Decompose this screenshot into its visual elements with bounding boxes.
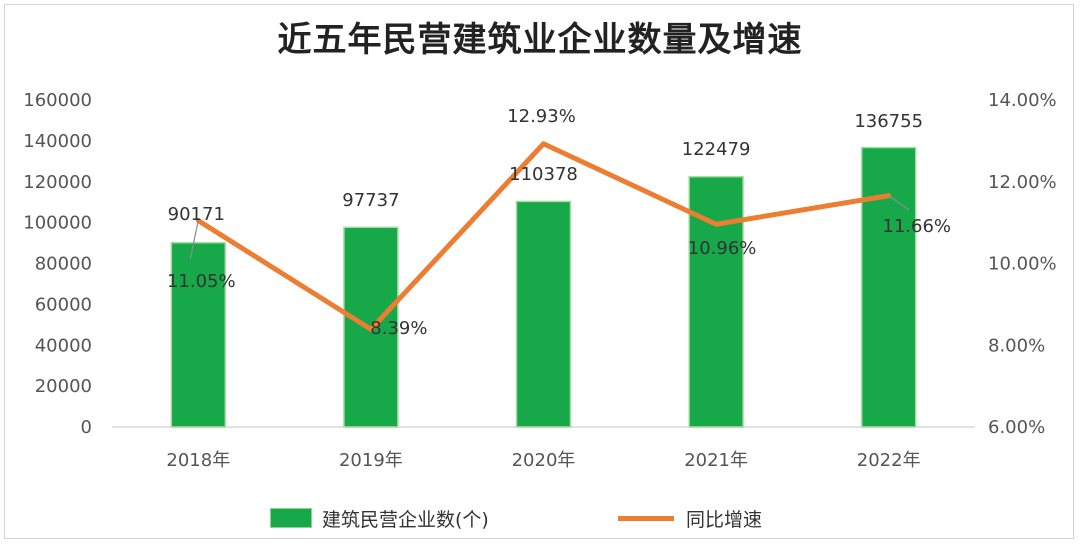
bar [343, 226, 399, 428]
y-left-tick-label: 100000 [23, 213, 92, 234]
y-right-tick-label: 8.00% [988, 335, 1045, 356]
legend-line-swatch [618, 515, 674, 521]
legend-bar-label: 建筑民营企业数(个) [322, 508, 489, 531]
bar-value-label: 90171 [168, 204, 225, 225]
line-value-label: 11.05% [167, 271, 236, 292]
legend-line-label: 同比增速 [686, 508, 763, 531]
y-right-tick-label: 10.00% [988, 254, 1057, 275]
y-left-tick-label: 120000 [23, 172, 92, 193]
y-left-tick-label: 60000 [35, 294, 92, 315]
bar-value-label: 110378 [509, 164, 578, 185]
bar [860, 146, 917, 428]
y-left-tick-label: 40000 [35, 335, 92, 356]
x-tick-label: 2019年 [339, 450, 403, 471]
y-right-tick-label: 12.00% [988, 172, 1057, 193]
y-right-tick-label: 14.00% [988, 90, 1057, 111]
bar-value-label: 136755 [854, 111, 923, 132]
legend-bar-swatch [270, 508, 312, 528]
x-tick-label: 2022年 [857, 450, 921, 471]
chart-legend: 建筑民营企业数(个) 同比增速 [0, 502, 1080, 534]
legend-item-bar: 建筑民营企业数(个) [270, 502, 489, 534]
y-left-tick-label: 160000 [23, 90, 92, 111]
y-left-tick-label: 0 [81, 417, 92, 438]
legend-item-line: 同比增速 [618, 502, 762, 534]
y-left-tick-label: 140000 [23, 131, 92, 152]
growth-line [195, 141, 892, 332]
bar [515, 200, 572, 428]
line-value-label: 12.93% [507, 106, 576, 127]
line-value-label: 8.39% [370, 318, 427, 339]
bar [170, 241, 227, 428]
y-left-tick-label: 20000 [35, 376, 92, 397]
bar-value-label: 122479 [682, 139, 751, 160]
chart-title: 近五年民营建筑业企业数量及增速 [277, 20, 803, 60]
leader-line [189, 220, 199, 259]
y-right-tick-label: 6.00% [988, 417, 1045, 438]
line-value-label: 11.66% [882, 216, 951, 237]
y-left-tick-label: 80000 [35, 254, 92, 275]
x-tick-label: 2021年 [684, 450, 748, 471]
bar-value-label: 97737 [342, 190, 399, 211]
line-value-label: 10.96% [688, 238, 757, 259]
x-tick-label: 2020年 [512, 450, 576, 471]
leader-line [888, 195, 910, 211]
bar [688, 175, 744, 428]
x-tick-label: 2018年 [166, 450, 230, 471]
